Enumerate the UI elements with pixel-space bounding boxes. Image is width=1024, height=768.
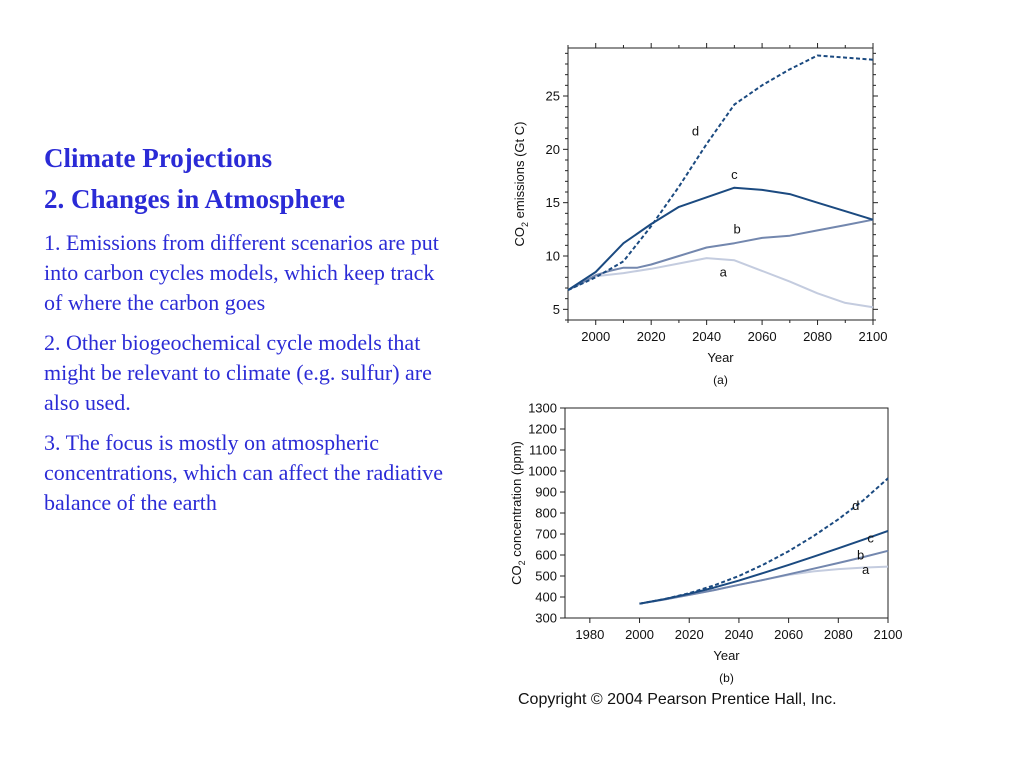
series-line-a <box>567 257 874 309</box>
x-tick-label: 2060 <box>748 329 777 344</box>
paragraph-2: 2. Other biogeochemical cycle models tha… <box>44 330 432 415</box>
y-axis-label: CO2 concentration (ppm) <box>509 441 527 585</box>
x-tick-label: 2020 <box>637 329 666 344</box>
x-tick-label: 2000 <box>581 329 610 344</box>
y-label-subscript: 2 <box>517 560 527 565</box>
plot-frame <box>567 47 874 321</box>
y-tick-label: 5 <box>553 302 560 317</box>
paragraph-3: 3. The focus is mostly on atmospheric co… <box>44 430 444 515</box>
y-tick-label: 500 <box>535 569 557 584</box>
y-tick-label: 1000 <box>528 464 557 479</box>
y-tick-label: 1100 <box>529 443 557 458</box>
slide-title: Climate Projections 2. Changes in Atmosp… <box>44 138 449 220</box>
title-line-1: Climate Projections <box>44 143 273 173</box>
series-label-a: a <box>862 562 870 577</box>
y-tick-label: 800 <box>535 506 557 521</box>
x-tick-label: 2080 <box>803 329 832 344</box>
y-tick-label: 600 <box>535 548 557 563</box>
series-label-a: a <box>720 264 728 279</box>
y-tick-label: 15 <box>546 195 560 210</box>
y-tick-label: 20 <box>546 142 560 157</box>
y-tick-label: 25 <box>546 89 560 104</box>
series-line-d <box>567 54 874 292</box>
x-tick-label: 2000 <box>625 627 654 642</box>
x-tick-label: 2020 <box>675 627 704 642</box>
x-axis-label: Year <box>707 350 734 365</box>
panel-label: (a) <box>713 373 728 387</box>
series-label-b: b <box>734 222 741 237</box>
x-tick-label: 2100 <box>874 627 903 642</box>
y-tick-label: 700 <box>535 527 557 542</box>
series-label-d: d <box>692 123 699 138</box>
paragraph-1: 1. Emissions from different scenarios ar… <box>44 230 439 315</box>
y-label-part: concentration (ppm) <box>509 441 524 560</box>
emissions-chart: 2000 2020 2040 2060 2080 2100 5 10 15 20 25 Year (a)… <box>512 43 888 387</box>
panel-label: (b) <box>719 671 734 685</box>
copyright-notice: Copyright © 2004 Pearson Prentice Hall, … <box>518 691 837 708</box>
x-tick-label: 2100 <box>859 329 888 344</box>
slide-text: Climate Projections 2. Changes in Atmosp… <box>44 138 449 528</box>
x-axis-label: Year <box>713 648 740 663</box>
series-line-b <box>567 218 874 291</box>
series-label-c: c <box>867 530 874 545</box>
series-line-d <box>639 477 889 605</box>
y-tick-label: 1300 <box>528 401 557 416</box>
y-label-subscript: 2 <box>520 222 530 227</box>
x-tick-label: 2060 <box>774 627 803 642</box>
y-tick-label: 10 <box>546 249 560 264</box>
y-tick-label: 1200 <box>528 422 557 437</box>
series-label-d: d <box>852 498 859 513</box>
y-tick-label: 400 <box>535 590 557 605</box>
series-label-b: b <box>857 548 864 563</box>
title-line-2: 2. Changes in Atmosphere <box>44 184 346 214</box>
y-label-part: CO <box>509 565 524 585</box>
series-line-c <box>567 186 874 291</box>
y-label-part: CO <box>512 227 527 247</box>
y-label-part: emissions (Gt C) <box>512 122 527 222</box>
y-tick-label: 300 <box>535 611 557 626</box>
x-tick-label: 2040 <box>724 627 753 642</box>
x-tick-label: 2040 <box>692 329 721 344</box>
y-axis-label: CO2 emissions (Gt C) <box>512 122 530 247</box>
series-label-c: c <box>731 167 738 182</box>
series-line-c <box>639 529 889 605</box>
concentration-chart: 1980 2000 2020 2040 2060 2080 2100 300 400 500 600… <box>509 401 903 686</box>
x-tick-label: 2080 <box>824 627 853 642</box>
x-tick-label: 1980 <box>575 627 604 642</box>
y-tick-label: 900 <box>535 485 557 500</box>
